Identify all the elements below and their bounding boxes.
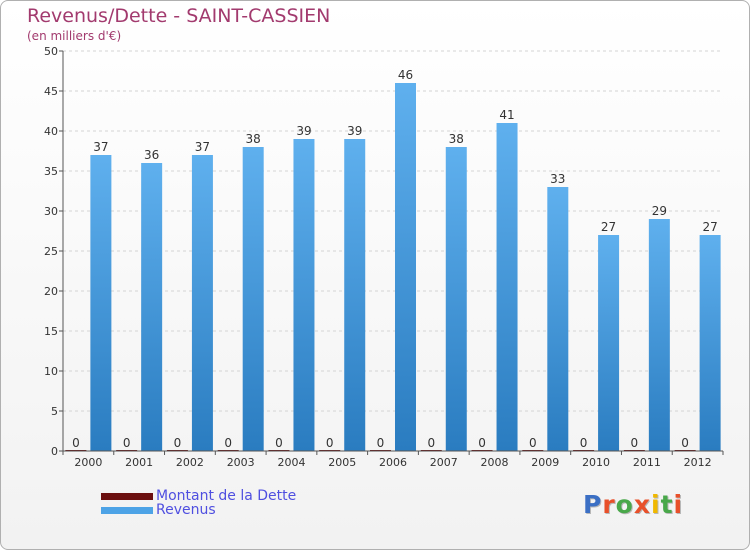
bar-revenus [344, 139, 366, 451]
data-label-revenus: 29 [652, 204, 667, 218]
bars: 0 37 0 36 0 37 0 38 0 39 0 39 0 46 0 38 0 41 0 33 0 27 0 29 0 27 [65, 68, 721, 451]
bar-revenus [496, 123, 518, 451]
x-tick-label: 2008 [481, 456, 509, 469]
bar-revenus [598, 235, 620, 451]
legend-swatch-revenus [101, 506, 153, 514]
data-label-dette: 0 [529, 436, 537, 450]
y-tick-label: 20 [44, 285, 58, 298]
bar-revenus [141, 163, 163, 451]
logo-letter: i [673, 490, 684, 519]
grid-lines [63, 50, 723, 452]
y-tick-label: 40 [44, 125, 58, 138]
x-tick-label: 2010 [582, 456, 610, 469]
bar-revenus [293, 139, 315, 451]
data-label-revenus: 38 [246, 132, 261, 146]
chart-title: Revenus/Dette - SAINT-CASSIEN [27, 5, 331, 27]
data-label-revenus: 39 [296, 124, 311, 138]
bar-revenus [242, 147, 264, 451]
bar-revenus [445, 147, 467, 451]
data-label-dette: 0 [478, 436, 486, 450]
data-label-dette: 0 [427, 436, 435, 450]
y-tick-label: 25 [44, 245, 58, 258]
data-label-revenus: 37 [195, 140, 210, 154]
y-tick-label: 0 [51, 445, 58, 458]
y-tick-label: 45 [44, 85, 58, 98]
x-tick-label: 2006 [379, 456, 407, 469]
proxiti-logo: Proxiti [583, 490, 683, 519]
bar-revenus [191, 155, 213, 451]
y-tick-label: 35 [44, 165, 58, 178]
bar-revenus [90, 155, 112, 451]
data-label-revenus: 39 [347, 124, 362, 138]
data-label-dette: 0 [326, 436, 334, 450]
logo-letter: P [583, 490, 603, 519]
y-tick-label: 10 [44, 365, 58, 378]
legend-label-dette: Montant de la Dette [156, 488, 297, 504]
chart-subtitle: (en milliers d'€) [27, 29, 122, 43]
data-label-revenus: 36 [144, 148, 159, 162]
logo-letter: x [633, 490, 651, 519]
bar-revenus [547, 187, 569, 451]
data-label-dette: 0 [275, 436, 283, 450]
y-axis: 0 5 10 15 20 25 30 35 40 45 50 [44, 45, 64, 458]
data-label-revenus: 33 [550, 172, 565, 186]
data-label-revenus: 37 [93, 140, 108, 154]
bar-revenus [699, 235, 721, 451]
y-tick-label: 15 [44, 325, 58, 338]
data-label-dette: 0 [580, 436, 588, 450]
x-tick-label: 2004 [277, 456, 305, 469]
logo-letter: t [660, 490, 674, 519]
x-tick-label: 2012 [684, 456, 712, 469]
data-label-dette: 0 [631, 436, 639, 450]
x-tick-label: 2002 [176, 456, 204, 469]
data-label-revenus: 46 [398, 68, 413, 82]
x-tick-label: 2000 [74, 456, 102, 469]
bar-revenus [648, 219, 670, 451]
data-label-dette: 0 [224, 436, 232, 450]
logo-letter: i [651, 490, 661, 519]
data-label-revenus: 41 [499, 108, 514, 122]
y-tick-label: 30 [44, 205, 58, 218]
x-tick-label: 2011 [633, 456, 661, 469]
data-label-dette: 0 [123, 436, 131, 450]
x-tick-label: 2001 [125, 456, 153, 469]
x-tick-label: 2003 [227, 456, 255, 469]
data-label-dette: 0 [681, 436, 689, 450]
x-axis: 2000 2001 2002 2003 2004 2005 2006 2007 2008 2009… [62, 450, 724, 469]
data-label-dette: 0 [377, 436, 385, 450]
legend-label-revenus: Revenus [156, 502, 216, 518]
data-label-revenus: 27 [702, 220, 717, 234]
x-tick-label: 2009 [531, 456, 559, 469]
bar-revenus [395, 83, 416, 451]
y-tick-label: 5 [51, 405, 58, 418]
x-tick-label: 2007 [430, 456, 458, 469]
y-tick-label: 50 [44, 45, 58, 58]
data-label-revenus: 27 [601, 220, 616, 234]
data-label-dette: 0 [174, 436, 182, 450]
x-tick-label: 2005 [328, 456, 356, 469]
legend-item-dette: Montant de la Dette [101, 488, 297, 504]
legend-item-revenus: Revenus [101, 502, 216, 518]
data-label-dette: 0 [72, 436, 80, 450]
legend-swatch-dette [101, 492, 153, 500]
logo-letter: o [615, 490, 634, 519]
logo-letter: r [602, 490, 616, 519]
data-label-revenus: 38 [449, 132, 464, 146]
